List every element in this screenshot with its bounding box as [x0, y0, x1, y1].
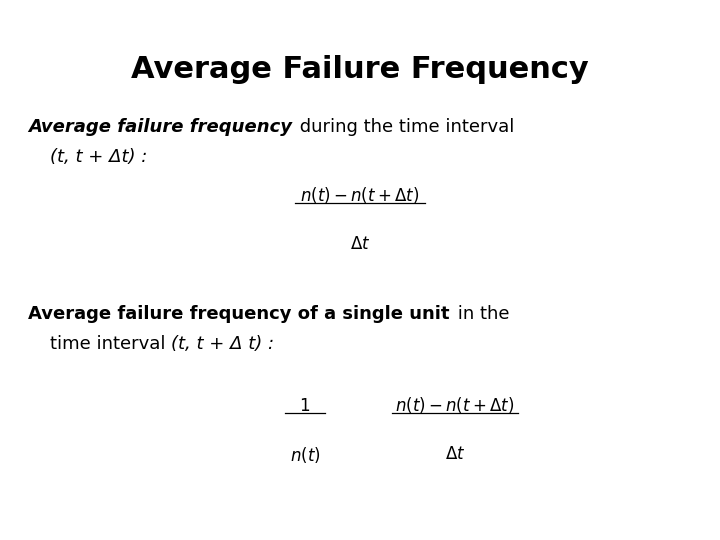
- Text: (t, t + Δ t) :: (t, t + Δ t) :: [171, 335, 274, 353]
- Text: $n(t)-n(t+\Delta t)$: $n(t)-n(t+\Delta t)$: [300, 185, 420, 205]
- Text: during the time interval: during the time interval: [294, 118, 514, 136]
- Text: Average failure frequency: Average failure frequency: [28, 118, 292, 136]
- Text: $1$: $1$: [300, 397, 310, 415]
- Text: $n(t)$: $n(t)$: [289, 445, 320, 465]
- Text: in the: in the: [451, 305, 509, 323]
- Text: Average failure frequency of a single unit: Average failure frequency of a single un…: [28, 305, 449, 323]
- Text: (t, t + Δt) :: (t, t + Δt) :: [50, 148, 148, 166]
- Text: $n(t)-n(t+\Delta t)$: $n(t)-n(t+\Delta t)$: [395, 395, 515, 415]
- Text: $\Delta t$: $\Delta t$: [350, 235, 370, 253]
- Text: Average Failure Frequency: Average Failure Frequency: [131, 55, 589, 84]
- Text: time interval: time interval: [50, 335, 171, 353]
- Text: $\Delta t$: $\Delta t$: [445, 445, 465, 463]
